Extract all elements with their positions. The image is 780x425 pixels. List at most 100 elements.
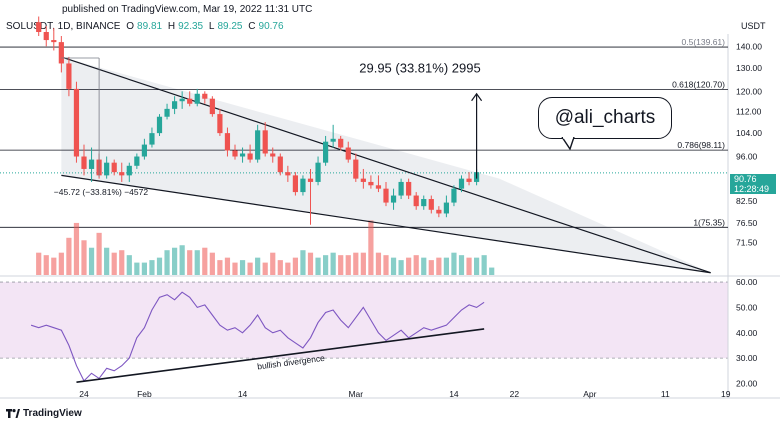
rsi-band bbox=[0, 282, 728, 359]
candle-body bbox=[88, 159, 95, 169]
time-tick-label: 14 bbox=[238, 389, 248, 399]
volume-bar bbox=[96, 232, 102, 275]
volume-bar bbox=[111, 252, 117, 275]
fib-level-label: 0.5(139.61) bbox=[682, 37, 726, 47]
candle-body bbox=[383, 188, 389, 203]
time-tick-label: 24 bbox=[79, 389, 89, 399]
volume-bar bbox=[262, 262, 268, 275]
volume-bar bbox=[338, 255, 344, 275]
volume-bar bbox=[81, 240, 87, 275]
candle-body bbox=[338, 138, 344, 148]
rsi-tick-label: 20.00 bbox=[736, 378, 758, 388]
wedge-upper-trendline bbox=[61, 56, 711, 274]
candle-body bbox=[315, 162, 321, 182]
volume-bar bbox=[398, 260, 404, 275]
volume-bar bbox=[421, 257, 427, 275]
candle-body bbox=[421, 199, 427, 207]
volume-bar bbox=[360, 252, 366, 275]
high-value: 92.35 bbox=[178, 21, 204, 32]
price-tick-label: 112.00 bbox=[736, 106, 762, 116]
volume-bar bbox=[239, 260, 246, 275]
volume-bar bbox=[43, 255, 49, 275]
candle-body bbox=[149, 133, 155, 145]
volume-bar bbox=[36, 252, 42, 275]
volume-bar bbox=[481, 255, 487, 275]
volume-bar bbox=[141, 262, 147, 275]
volume-bar bbox=[217, 260, 223, 275]
volume-bar bbox=[164, 250, 170, 275]
volume-bar bbox=[194, 250, 200, 275]
measure-down-label: −45.72 (−33.81%) −4572 bbox=[54, 187, 149, 197]
high-label: H bbox=[167, 21, 176, 32]
volume-bar bbox=[458, 255, 465, 275]
candle-body bbox=[398, 181, 404, 196]
volume-bar bbox=[375, 252, 382, 275]
price-tick-label: 140.00 bbox=[736, 41, 762, 51]
symbol-label[interactable]: SOLUSDT, 1D, BINANCE bbox=[6, 21, 121, 32]
candle-body bbox=[217, 114, 223, 134]
candle-body bbox=[436, 209, 442, 214]
volume-bar bbox=[307, 252, 314, 275]
candle-body bbox=[164, 108, 170, 117]
volume-bar bbox=[134, 262, 140, 275]
fib-level-label: 0.786(98.11) bbox=[677, 140, 725, 150]
tradingview-logo[interactable]: TradingView bbox=[6, 408, 82, 419]
volume-bar bbox=[383, 255, 389, 275]
candle-body bbox=[141, 144, 147, 157]
wedge-lower-trendline bbox=[61, 174, 711, 274]
volume-bar bbox=[232, 262, 238, 275]
candle-body bbox=[413, 195, 419, 207]
volume-bar bbox=[247, 262, 253, 275]
candle-body bbox=[466, 178, 472, 182]
open-value: 89.81 bbox=[137, 21, 163, 32]
candle-body bbox=[73, 88, 80, 157]
volume-bar bbox=[58, 252, 64, 275]
last-price-value: 90.76 bbox=[734, 174, 757, 184]
candle-body bbox=[81, 156, 87, 169]
volume-bar bbox=[474, 257, 480, 275]
candle-body bbox=[194, 93, 200, 104]
candle-body bbox=[360, 178, 366, 182]
volume-bar bbox=[413, 255, 419, 275]
rsi-tick-label: 60.00 bbox=[736, 277, 758, 287]
rsi-tick-label: 30.00 bbox=[736, 353, 758, 363]
open-label: O bbox=[126, 21, 135, 32]
low-value: 89.25 bbox=[217, 21, 243, 32]
candle-body bbox=[232, 150, 238, 157]
candle-body bbox=[458, 178, 465, 189]
candle-body bbox=[156, 116, 163, 134]
candle-body bbox=[111, 162, 117, 173]
bubble-text: @ali_charts bbox=[554, 107, 656, 128]
rsi-line bbox=[30, 291, 485, 382]
candle-body bbox=[179, 98, 185, 102]
candle-body bbox=[58, 42, 64, 64]
time-tick-label: Mar bbox=[348, 389, 363, 399]
candle-body bbox=[239, 153, 246, 157]
volume-bar bbox=[330, 252, 336, 275]
volume-bar bbox=[104, 247, 110, 275]
volume-bar bbox=[88, 247, 95, 275]
price-tick-label: 76.50 bbox=[736, 218, 758, 228]
candle-body bbox=[209, 98, 215, 115]
volume-bar bbox=[156, 257, 163, 275]
fib-level-label: 0.618(120.70) bbox=[672, 80, 725, 90]
low-label: L bbox=[208, 21, 215, 32]
candle-body bbox=[353, 159, 359, 179]
candle-body bbox=[307, 178, 314, 182]
candle-body bbox=[202, 93, 208, 99]
candle-body bbox=[406, 181, 412, 196]
candle-body bbox=[285, 172, 291, 176]
candle-body bbox=[51, 40, 57, 43]
candle-body bbox=[262, 130, 268, 154]
volume-bar bbox=[119, 250, 125, 275]
volume-bar bbox=[126, 255, 132, 275]
candle-body bbox=[345, 147, 351, 160]
last-price-tag: 90.76 12:28:49 bbox=[730, 174, 776, 194]
currency-label: USDT bbox=[741, 21, 766, 31]
volume-bar bbox=[443, 257, 449, 275]
volume-bar bbox=[66, 237, 72, 275]
volume-bar bbox=[315, 257, 321, 275]
price-tick-label: 104.00 bbox=[736, 128, 762, 138]
measure-up-arrowhead bbox=[471, 92, 483, 102]
